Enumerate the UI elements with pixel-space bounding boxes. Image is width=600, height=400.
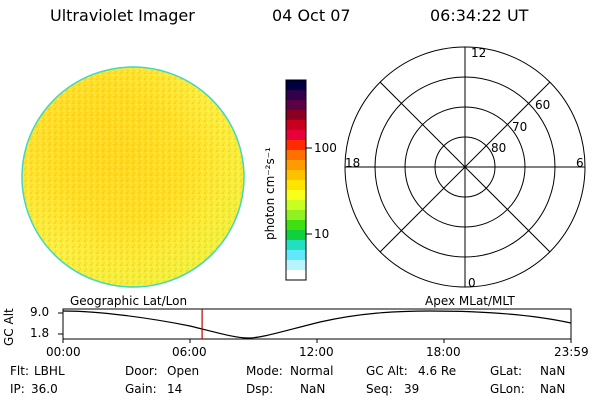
mlt-label-12: 12 xyxy=(471,46,487,60)
colorbar-segment xyxy=(286,160,306,171)
colorbar-segment xyxy=(286,250,306,261)
colorbar-frame xyxy=(285,79,307,281)
altitude-curve xyxy=(62,310,572,339)
colorbar-tick-label-10: 10 xyxy=(314,227,330,241)
timeline-plot xyxy=(58,308,572,343)
gain-value: 14 xyxy=(167,382,183,396)
mlt-label-6: 6 xyxy=(576,156,584,170)
door-value: Open xyxy=(167,364,200,378)
polar-grid xyxy=(344,46,586,288)
lat-label-60: 60 xyxy=(535,98,551,112)
dsp-value: NaN xyxy=(300,382,326,396)
app-title: Ultraviolet Imager xyxy=(50,6,195,25)
glon-label: GLon: xyxy=(490,382,525,396)
colorbar xyxy=(285,79,312,281)
colorbar-segment xyxy=(286,110,306,121)
colorbar-segment xyxy=(286,240,306,251)
time-label: 06:34:22 UT xyxy=(430,6,529,25)
mlt-label-0: 0 xyxy=(468,276,476,290)
ip-value: 36.0 xyxy=(31,382,58,396)
colorbar-segment xyxy=(286,130,306,141)
mlt-label-18: 18 xyxy=(345,156,361,170)
door-label: Door: xyxy=(125,364,158,378)
colorbar-segment xyxy=(286,200,306,211)
glat-value: NaN xyxy=(540,364,566,378)
flt-value: LBHL xyxy=(34,364,65,378)
x-tick-label-0000: 00:00 xyxy=(46,345,81,359)
colorbar-segment xyxy=(286,140,306,151)
colorbar-segment xyxy=(286,100,306,111)
x-tick-label-2359: 23:59 xyxy=(554,345,589,359)
apex-label: Apex MLat/MLT xyxy=(425,294,515,308)
colorbar-segment xyxy=(286,260,306,271)
timeline-yaxis-title: GC Alt xyxy=(2,308,16,346)
colorbar-segment xyxy=(286,90,306,101)
gcalt-label: GC Alt: xyxy=(366,364,408,378)
seq-label: Seq: xyxy=(366,382,393,396)
mode-value: Normal xyxy=(290,364,334,378)
glon-value: NaN xyxy=(540,382,566,396)
glat-label: GLat: xyxy=(490,364,523,378)
x-tick-label-1200: 12:00 xyxy=(299,345,334,359)
y-tick-label-9: 9.0 xyxy=(30,305,50,319)
flt-label: Flt: xyxy=(10,364,29,378)
colorbar-segment xyxy=(286,170,306,181)
x-tick-label-0600: 06:00 xyxy=(172,345,207,359)
gcalt-value: 4.6 Re xyxy=(418,364,457,378)
colorbar-segment xyxy=(286,210,306,221)
mode-label: Mode: xyxy=(246,364,283,378)
y-tick-label-1-8: 1.8 xyxy=(30,326,50,340)
ip-label: IP: xyxy=(10,382,25,396)
geographic-label: Geographic Lat/Lon xyxy=(70,294,188,308)
colorbar-segment xyxy=(286,270,306,281)
colorbar-segment xyxy=(286,80,306,91)
earth-disk-image xyxy=(21,66,245,288)
colorbar-segment xyxy=(286,190,306,201)
dsp-label: Dsp: xyxy=(246,382,274,396)
colorbar-segment xyxy=(286,220,306,231)
colorbar-segment xyxy=(286,180,306,191)
seq-value: 39 xyxy=(404,382,420,396)
lat-label-70: 70 xyxy=(512,120,528,134)
lat-label-80: 80 xyxy=(491,141,507,155)
colorbar-tick-label-100: 100 xyxy=(314,141,337,155)
colorbar-segment xyxy=(286,120,306,131)
gain-label: Gain: xyxy=(125,382,157,396)
x-tick-label-1800: 18:00 xyxy=(426,345,461,359)
colorbar-segment xyxy=(286,230,306,241)
colorbar-segment xyxy=(286,150,306,161)
date-label: 04 Oct 07 xyxy=(272,6,351,25)
polar-diagonal-2 xyxy=(379,81,551,253)
colorbar-unit-label: photon cm⁻²s⁻¹ xyxy=(263,147,277,240)
